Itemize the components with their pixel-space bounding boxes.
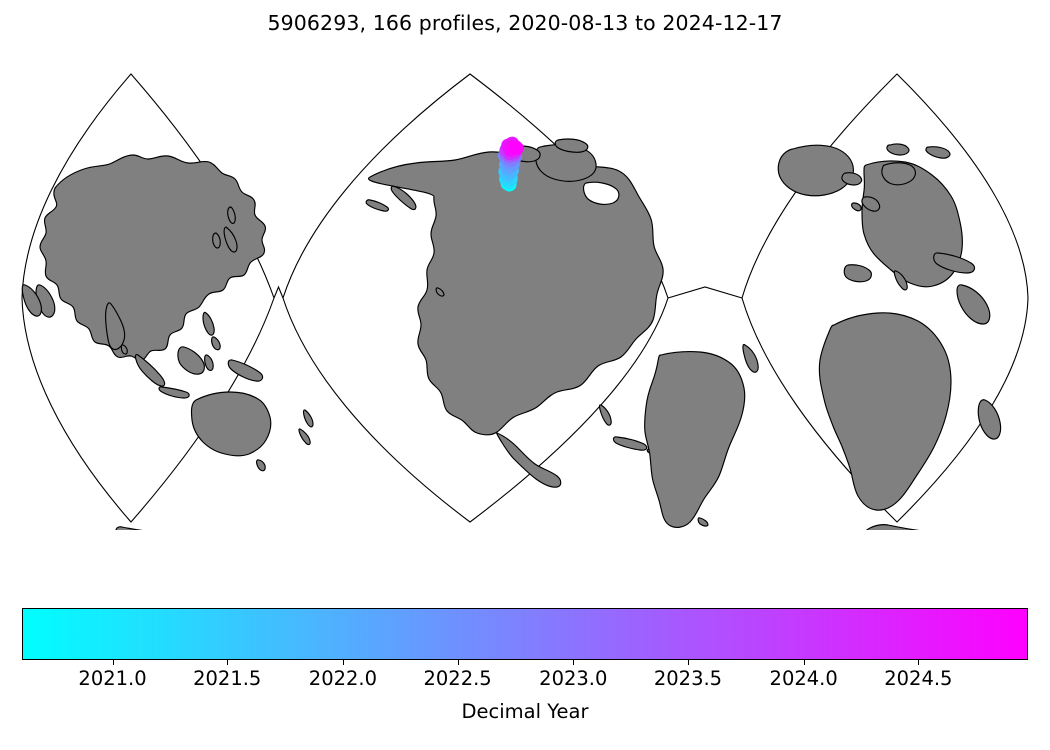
land-sri-lanka xyxy=(120,344,128,355)
world-map-svg xyxy=(21,73,1029,530)
land-svalbard xyxy=(886,143,910,156)
land-hudson-shape xyxy=(582,181,620,205)
land-ireland xyxy=(851,202,862,212)
land-iceland xyxy=(841,172,863,186)
land-antarctica-se xyxy=(866,524,920,530)
land-korea xyxy=(212,232,221,249)
land-madagascar-east xyxy=(977,399,1002,440)
land-borneo xyxy=(177,346,205,375)
colorbar-tick-label: 2023.0 xyxy=(539,667,608,690)
land-novaya-zemlya xyxy=(925,146,951,159)
colorbar-axis-label: Decimal Year xyxy=(461,700,589,723)
landmass-group xyxy=(21,138,1002,530)
land-india-peninsula xyxy=(105,302,126,351)
colorbar-tick-group: 2021.0 2021.5 2022.0 2022.5 2023.0 2023.5 2024… xyxy=(22,660,1028,700)
land-antarctica-sw xyxy=(115,526,144,530)
land-mexico-central-america xyxy=(496,432,562,488)
colorbar-tick-mark xyxy=(342,660,344,665)
land-sakhalin xyxy=(227,206,236,225)
colorbar-tick-mark xyxy=(112,660,114,665)
colorbar-tick-mark xyxy=(803,660,805,665)
page-title: 5906293, 166 profiles, 2020-08-13 to 202… xyxy=(267,11,783,35)
land-sumatra xyxy=(134,353,166,387)
colorbar-tick-label: 2022.5 xyxy=(423,667,492,690)
land-eurasia xyxy=(39,154,267,361)
profile-marker xyxy=(509,141,524,156)
colorbar-tick-mark xyxy=(918,660,920,665)
land-australia xyxy=(190,391,272,457)
land-canadian-arctic-2 xyxy=(554,138,589,153)
land-new-guinea xyxy=(227,359,264,382)
land-new-zealand-s xyxy=(298,428,311,446)
map-axes xyxy=(0,55,1050,530)
interrupt-spike-2 xyxy=(667,286,743,299)
land-south-america-se-sliver xyxy=(742,344,759,373)
colorbar-tick-label: 2021.0 xyxy=(78,667,147,690)
colorbar-tick-label: 2021.5 xyxy=(193,667,262,690)
land-alaska-peninsula xyxy=(390,185,417,211)
land-japan xyxy=(223,226,238,253)
land-british-isles xyxy=(861,196,881,212)
land-south-america xyxy=(644,351,746,528)
land-italy xyxy=(893,270,908,291)
land-java xyxy=(158,386,190,399)
land-madagascar-west xyxy=(21,284,42,317)
land-arabia-east xyxy=(956,284,991,325)
land-africa xyxy=(818,312,952,511)
colorbar-tick-mark xyxy=(687,660,689,665)
colorbar-tick-label: 2024.5 xyxy=(884,667,953,690)
land-iberia xyxy=(843,264,872,283)
land-greenland-east xyxy=(777,144,855,197)
colorbar-tick-label: 2022.0 xyxy=(308,667,378,690)
land-philippines xyxy=(202,311,215,336)
land-sulawesi xyxy=(204,354,214,372)
colorbar-tick-label: 2024.0 xyxy=(769,667,838,690)
land-cuba xyxy=(612,436,648,451)
colorbar-tick-label: 2023.5 xyxy=(653,667,723,690)
land-philippines-south xyxy=(211,336,221,351)
profile-marker-group xyxy=(497,136,524,192)
land-turkey-east xyxy=(933,252,976,274)
land-hawaii xyxy=(435,287,445,297)
land-tasmania xyxy=(256,459,266,472)
colorbar-gradient[interactable] xyxy=(22,608,1028,660)
colorbar-tick-mark xyxy=(573,660,575,665)
land-scandinavia xyxy=(881,162,916,186)
land-aleutians xyxy=(365,199,389,212)
lobe-outline-se xyxy=(741,297,1029,523)
interrupt-spike-1 xyxy=(273,285,284,299)
lobe-outline-ne xyxy=(741,73,1029,299)
colorbar-tick-mark xyxy=(227,660,229,665)
land-florida xyxy=(598,404,612,426)
land-new-zealand-n xyxy=(302,409,314,428)
lobe-outline-sc xyxy=(282,297,669,523)
colorbar-axes xyxy=(22,608,1028,660)
colorbar-tick-mark xyxy=(457,660,459,665)
land-falklands xyxy=(697,517,709,527)
